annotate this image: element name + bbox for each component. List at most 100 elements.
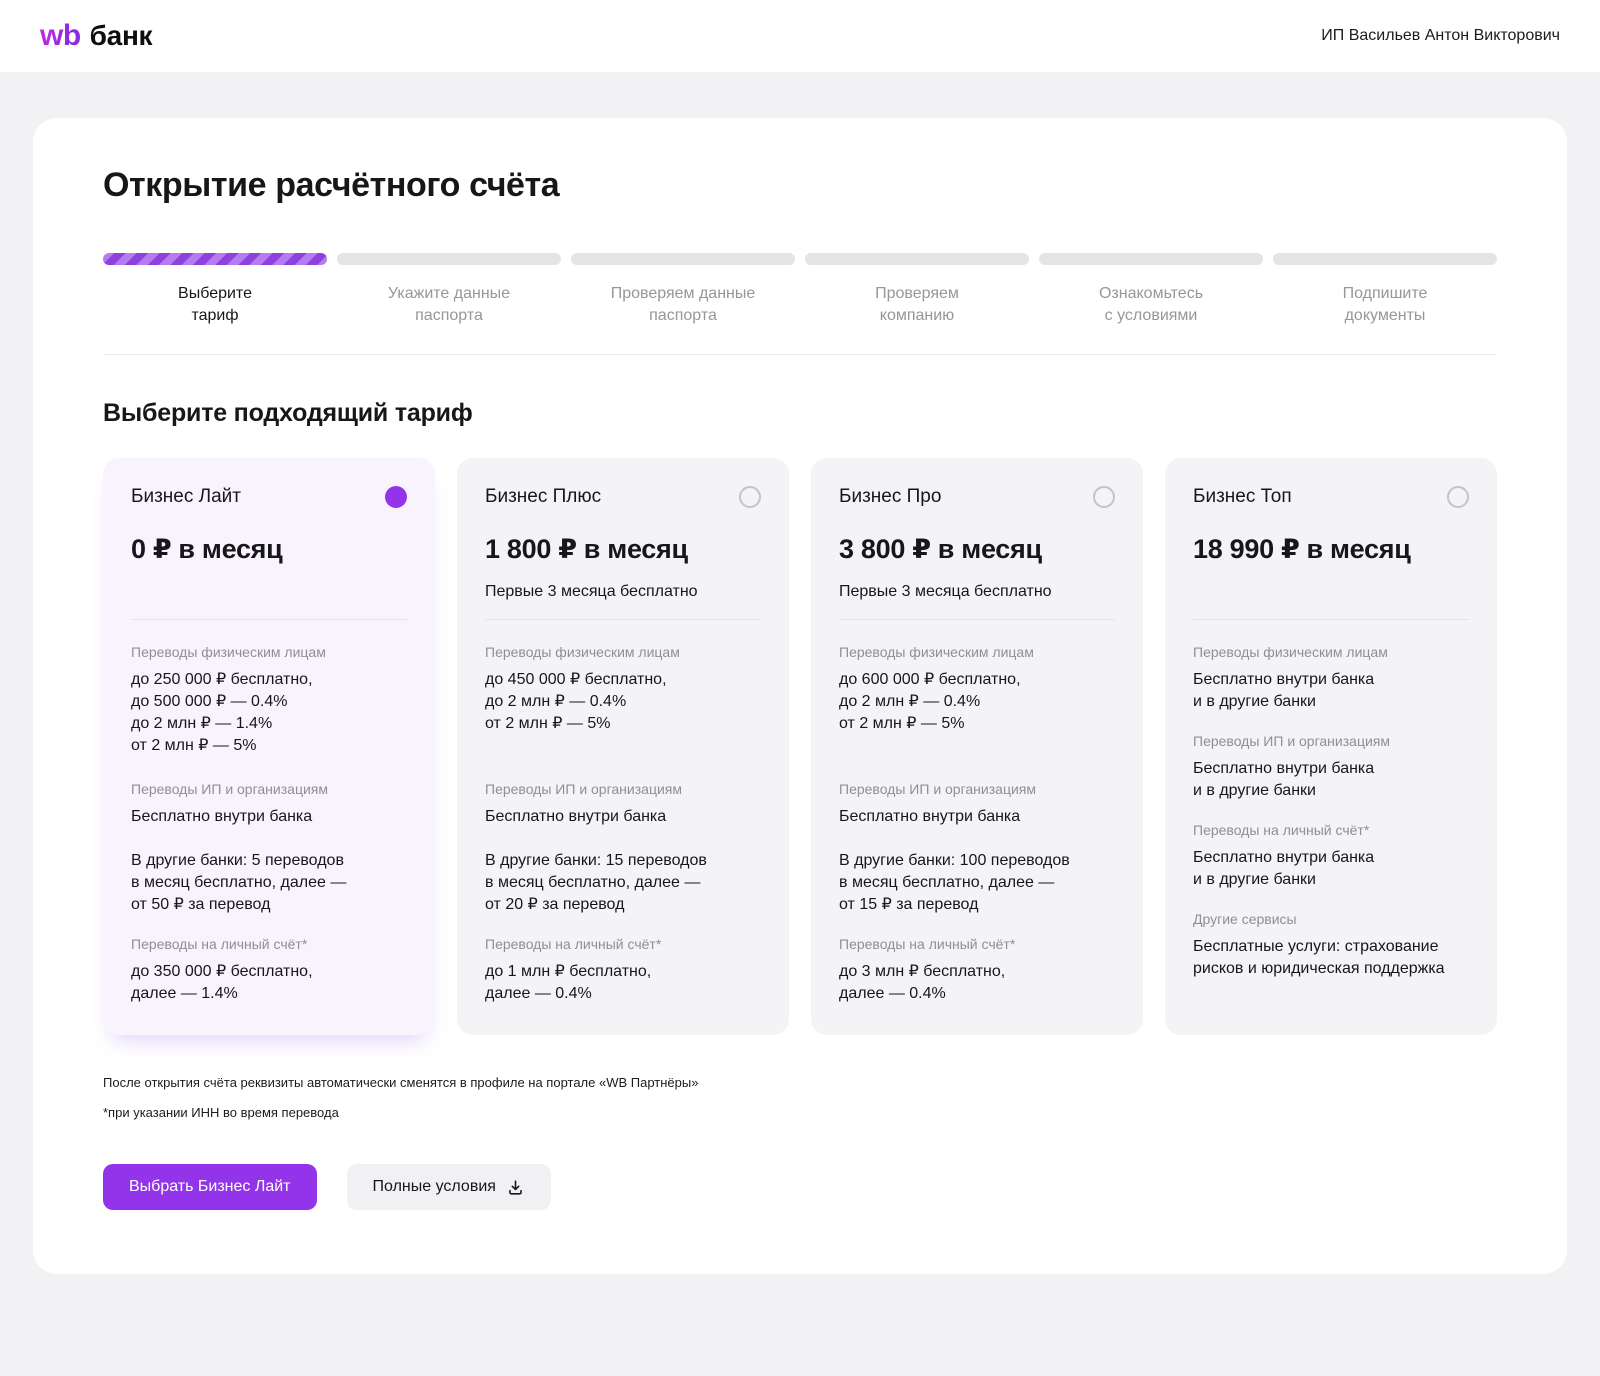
plan-trial-note: Первые 3 месяца бесплатно: [485, 582, 698, 600]
plan-section-personal: Переводы на личный счёт* до 350 000 ₽ бе…: [131, 936, 407, 1005]
step-label: Проверяем данные паспорта: [610, 285, 756, 325]
price-period: в месяц: [178, 533, 283, 564]
plan-section-text: до 350 000 ₽ бесплатно, далее — 1.4%: [131, 963, 313, 1003]
plan-section-label: Другие сервисы: [1193, 911, 1297, 928]
plan-section-text: до 1 млн ₽ бесплатно, далее — 0.4%: [485, 963, 652, 1003]
plan-section-label: Переводы физическим лицам: [131, 643, 326, 660]
price-value: 0 ₽: [131, 533, 172, 564]
plan-section-personal: Переводы на личный счёт* до 3 млн ₽ бесп…: [839, 936, 1115, 1005]
full-terms-button[interactable]: Полные условия: [346, 1164, 551, 1211]
plan-section-business: Переводы ИП и организациям Бесплатно вну…: [1193, 733, 1469, 802]
plan-section-text: Бесплатно внутри банка и в другие банки: [1193, 670, 1375, 710]
plan-section-text: Бесплатно внутри банка и в другие банки: [1193, 759, 1375, 800]
tariff-section-heading: Выберите подходящий тариф: [103, 398, 473, 427]
plan-section-label: Переводы физическим лицам: [839, 643, 1034, 660]
step-terms: Ознакомьтесь с условиями: [1039, 253, 1263, 328]
radio-selected-icon[interactable]: [385, 485, 407, 508]
price-value: 3 800 ₽: [839, 533, 931, 564]
page-title: Открытие расчётного счёта: [103, 166, 560, 204]
step-progress-bar: [103, 253, 327, 265]
plan-section-text: до 3 млн ₽ бесплатно, далее — 0.4%: [839, 963, 1006, 1003]
tariff-card-biznes-plus[interactable]: Бизнес Плюс 1 800 ₽ в месяц Первые 3 меся…: [457, 457, 789, 1036]
radio-unselected-icon[interactable]: [739, 485, 761, 508]
plan-section-personal: Переводы на личный счёт* до 1 млн ₽ бесп…: [485, 936, 761, 1005]
step-company-check: Проверяем компанию: [805, 253, 1029, 328]
plan-price: 18 990 ₽ в месяц: [1193, 534, 1469, 565]
plan-trial-note: [131, 583, 407, 605]
plan-divider: [1193, 618, 1469, 620]
footnote-inn: *при указании ИНН во время перевода: [103, 1105, 339, 1121]
actions-row: Выбрать Бизнес Лайт Полные условия: [103, 1164, 1497, 1211]
plan-section-label: Переводы на личный счёт*: [485, 936, 662, 953]
wb-logo-mark: wb: [40, 19, 81, 52]
plan-section-label: Переводы ИП и организациям: [485, 780, 682, 797]
plan-section-label: Переводы ИП и организациям: [839, 780, 1036, 797]
radio-unselected-icon[interactable]: [1093, 485, 1115, 508]
price-value: 18 990 ₽: [1193, 533, 1300, 564]
plan-section-label: Переводы на личный счёт*: [131, 936, 308, 953]
plan-name: Бизнес Лайт: [131, 485, 241, 507]
plan-section-business: Переводы ИП и организациям Бесплатно вну…: [131, 781, 407, 916]
plan-section-label: Переводы физическим лицам: [1193, 643, 1388, 660]
plan-section-label: Переводы на личный счёт*: [1193, 822, 1370, 839]
plan-price: 0 ₽ в месяц: [131, 534, 407, 565]
plan-section-text: Бесплатно внутри банка и в другие банки: [1193, 849, 1375, 889]
step-sign-documents: Подпишите документы: [1273, 253, 1497, 328]
step-progress-bar: [1273, 253, 1497, 265]
plan-section-label: Переводы на личный счёт*: [839, 936, 1016, 953]
plan-name: Бизнес Про: [839, 485, 942, 507]
plan-divider: [839, 618, 1115, 620]
plan-section-individuals: Переводы физическим лицам до 250 000 ₽ б…: [131, 644, 407, 761]
plan-section-text: Бесплатно внутри банка В другие банки: 1…: [485, 807, 707, 914]
account-name: ИП Васильев Антон Викторович: [1321, 27, 1560, 44]
plan-section-business: Переводы ИП и организациям Бесплатно вну…: [485, 781, 761, 916]
step-passport-data: Укажите данные паспорта: [337, 253, 561, 328]
bank-logo-text: банк: [89, 20, 153, 51]
plan-price: 3 800 ₽ в месяц: [839, 534, 1115, 565]
step-progress-bar: [337, 253, 561, 265]
steps-divider: [103, 353, 1497, 355]
step-progress-bar: [571, 253, 795, 265]
account-opening-panel: Открытие расчётного счёта Выберите тариф…: [33, 118, 1567, 1275]
footnote-portal: После открытия счёта реквизиты автоматич…: [103, 1075, 699, 1091]
step-label: Ознакомьтесь с условиями: [1098, 285, 1204, 325]
tariff-card-biznes-top[interactable]: Бизнес Топ 18 990 ₽ в месяц Переводы физи…: [1165, 457, 1497, 1036]
tariff-card-biznes-pro[interactable]: Бизнес Про 3 800 ₽ в месяц Первые 3 месяц…: [811, 457, 1143, 1036]
price-period: в месяц: [937, 533, 1042, 564]
radio-unselected-icon[interactable]: [1447, 485, 1469, 508]
plan-section-business: Переводы ИП и организациям Бесплатно вну…: [839, 781, 1115, 916]
plan-section-label: Переводы физическим лицам: [485, 643, 680, 660]
plan-section-individuals: Переводы физическим лицам Бесплатно внут…: [1193, 644, 1469, 713]
plan-divider: [485, 618, 761, 620]
plan-price: 1 800 ₽ в месяц: [485, 534, 761, 565]
step-label: Подпишите документы: [1342, 285, 1428, 325]
step-passport-check: Проверяем данные паспорта: [571, 253, 795, 328]
step-label: Укажите данные паспорта: [387, 285, 511, 325]
plan-section-text: до 600 000 ₽ бесплатно, до 2 млн ₽ — 0.4…: [839, 670, 1021, 732]
plan-section-text: до 450 000 ₽ бесплатно, до 2 млн ₽ — 0.4…: [485, 670, 667, 732]
plan-section-label: Переводы ИП и организациям: [1193, 732, 1390, 749]
step-choose-tariff: Выберите тариф: [103, 253, 327, 328]
plan-section-label: Переводы ИП и организациям: [131, 780, 328, 797]
plan-divider: [131, 618, 407, 620]
plan-section-personal: Переводы на личный счёт* Бесплатно внутр…: [1193, 822, 1469, 891]
tariff-cards: Бизнес Лайт 0 ₽ в месяц Переводы физическ…: [103, 457, 1497, 1036]
step-label: Выберите тариф: [178, 285, 252, 325]
plan-section-text: Бесплатно внутри банка В другие банки: 1…: [839, 807, 1070, 914]
plan-trial-note: [1193, 583, 1469, 605]
step-progress-bar: [1039, 253, 1263, 265]
full-terms-label: Полные условия: [372, 1178, 496, 1196]
step-progress-bar: [805, 253, 1029, 265]
select-tariff-button[interactable]: Выбрать Бизнес Лайт: [103, 1164, 317, 1211]
price-period: в месяц: [1306, 533, 1411, 564]
price-value: 1 800 ₽: [485, 533, 577, 564]
plan-section-other-services: Другие сервисы Бесплатные услуги: страхо…: [1193, 911, 1469, 980]
step-label: Проверяем компанию: [875, 285, 959, 325]
plan-section-text: Бесплатно внутри банка В другие банки: 5…: [131, 807, 347, 914]
tariff-card-biznes-lait[interactable]: Бизнес Лайт 0 ₽ в месяц Переводы физическ…: [103, 457, 435, 1036]
plan-name: Бизнес Плюс: [485, 485, 602, 507]
plan-section-text: Бесплатные услуги: страхование рисков и …: [1193, 938, 1445, 978]
plan-section-individuals: Переводы физическим лицам до 450 000 ₽ б…: [485, 644, 761, 761]
plan-name: Бизнес Топ: [1193, 485, 1292, 507]
price-period: в месяц: [583, 533, 688, 564]
